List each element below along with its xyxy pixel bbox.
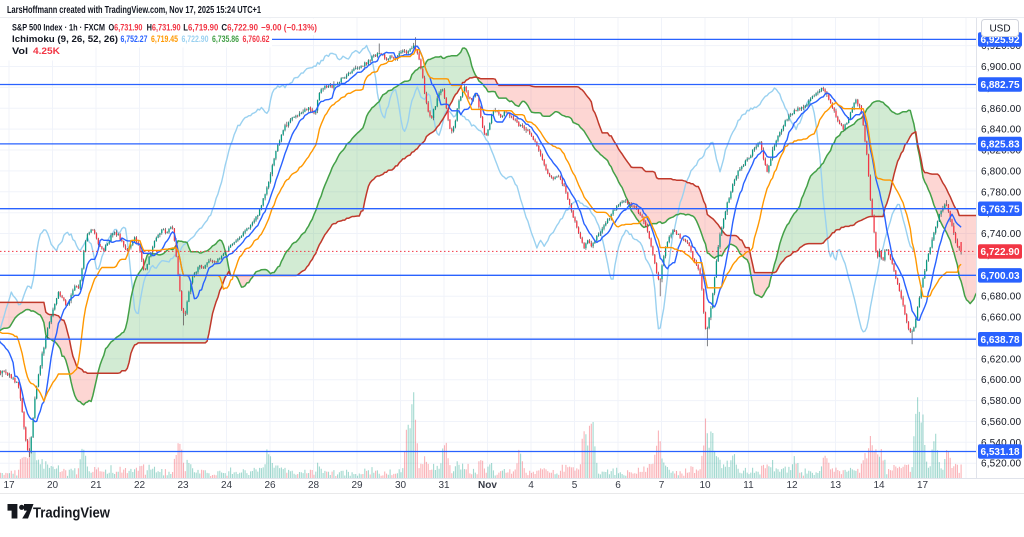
svg-text:7: 7 [659, 480, 665, 491]
svg-text:6,900.00: 6,900.00 [981, 62, 1021, 73]
svg-text:O6,731.90: O6,731.90 [109, 23, 143, 33]
svg-text:6,722.90: 6,722.90 [182, 34, 209, 44]
svg-text:5: 5 [572, 480, 578, 491]
svg-text:6,780.00: 6,780.00 [981, 187, 1021, 198]
svg-text:30: 30 [395, 480, 407, 491]
svg-text:6,719.45: 6,719.45 [151, 34, 178, 44]
svg-text:6,722.90: 6,722.90 [981, 247, 1020, 258]
svg-text:4: 4 [528, 480, 534, 491]
svg-text:26: 26 [264, 480, 276, 491]
svg-text:6,620.00: 6,620.00 [981, 354, 1021, 365]
svg-text:17: 17 [3, 480, 15, 491]
svg-text:6,638.78: 6,638.78 [981, 335, 1020, 346]
svg-text:22: 22 [134, 480, 146, 491]
svg-text:21: 21 [90, 480, 102, 491]
svg-text:6,740.00: 6,740.00 [981, 229, 1021, 240]
svg-text:14: 14 [873, 480, 885, 491]
svg-text:6,680.00: 6,680.00 [981, 292, 1021, 303]
svg-text:6,560.00: 6,560.00 [981, 417, 1021, 428]
svg-text:13: 13 [830, 480, 842, 491]
svg-text:6,520.00: 6,520.00 [981, 459, 1021, 470]
svg-text:−9.00 (−0.13%): −9.00 (−0.13%) [261, 23, 317, 33]
svg-text:17: 17 [917, 480, 929, 491]
svg-text:6,763.75: 6,763.75 [981, 204, 1020, 215]
svg-text:31: 31 [438, 480, 450, 491]
svg-text:6,825.83: 6,825.83 [981, 140, 1020, 151]
svg-text:6,735.86: 6,735.86 [212, 34, 239, 44]
svg-text:Ichimoku (9, 26, 52, 26): Ichimoku (9, 26, 52, 26) [12, 34, 118, 44]
svg-text:4.25K: 4.25K [33, 46, 61, 56]
svg-text:28: 28 [308, 480, 320, 491]
svg-text:Vol: Vol [12, 46, 28, 56]
svg-text:6,860.00: 6,860.00 [981, 104, 1021, 115]
svg-text:L6,719.90: L6,719.90 [183, 23, 218, 33]
svg-text:23: 23 [177, 480, 189, 491]
svg-text:6,882.75: 6,882.75 [981, 80, 1020, 91]
svg-text:6,580.00: 6,580.00 [981, 396, 1021, 407]
svg-text:TradingView: TradingView [33, 505, 110, 522]
svg-text:USD: USD [989, 24, 1010, 35]
svg-text:6,760.62: 6,760.62 [243, 34, 270, 44]
svg-text:10: 10 [699, 480, 711, 491]
svg-text:H6,731.90: H6,731.90 [147, 23, 181, 33]
svg-text:11: 11 [743, 480, 754, 491]
svg-text:C6,722.90: C6,722.90 [221, 23, 258, 33]
svg-text:6,752.27: 6,752.27 [121, 34, 148, 44]
svg-text:20: 20 [47, 480, 59, 491]
svg-text:LarsHoffmann created with Trad: LarsHoffmann created with TradingView.co… [7, 5, 261, 16]
svg-text:6,600.00: 6,600.00 [981, 375, 1021, 386]
svg-text:6,700.03: 6,700.03 [981, 271, 1020, 282]
svg-text:29: 29 [351, 480, 363, 491]
svg-text:Nov: Nov [478, 480, 497, 491]
svg-text:24: 24 [221, 480, 233, 491]
svg-text:S&P 500 Index · 1h · FXCM: S&P 500 Index · 1h · FXCM [12, 23, 105, 33]
svg-text:6,531.18: 6,531.18 [981, 447, 1020, 458]
svg-text:6,660.00: 6,660.00 [981, 313, 1021, 324]
svg-text:6,840.00: 6,840.00 [981, 125, 1021, 136]
svg-text:6,800.00: 6,800.00 [981, 166, 1021, 177]
svg-text:12: 12 [786, 480, 798, 491]
svg-text:6: 6 [615, 480, 621, 491]
